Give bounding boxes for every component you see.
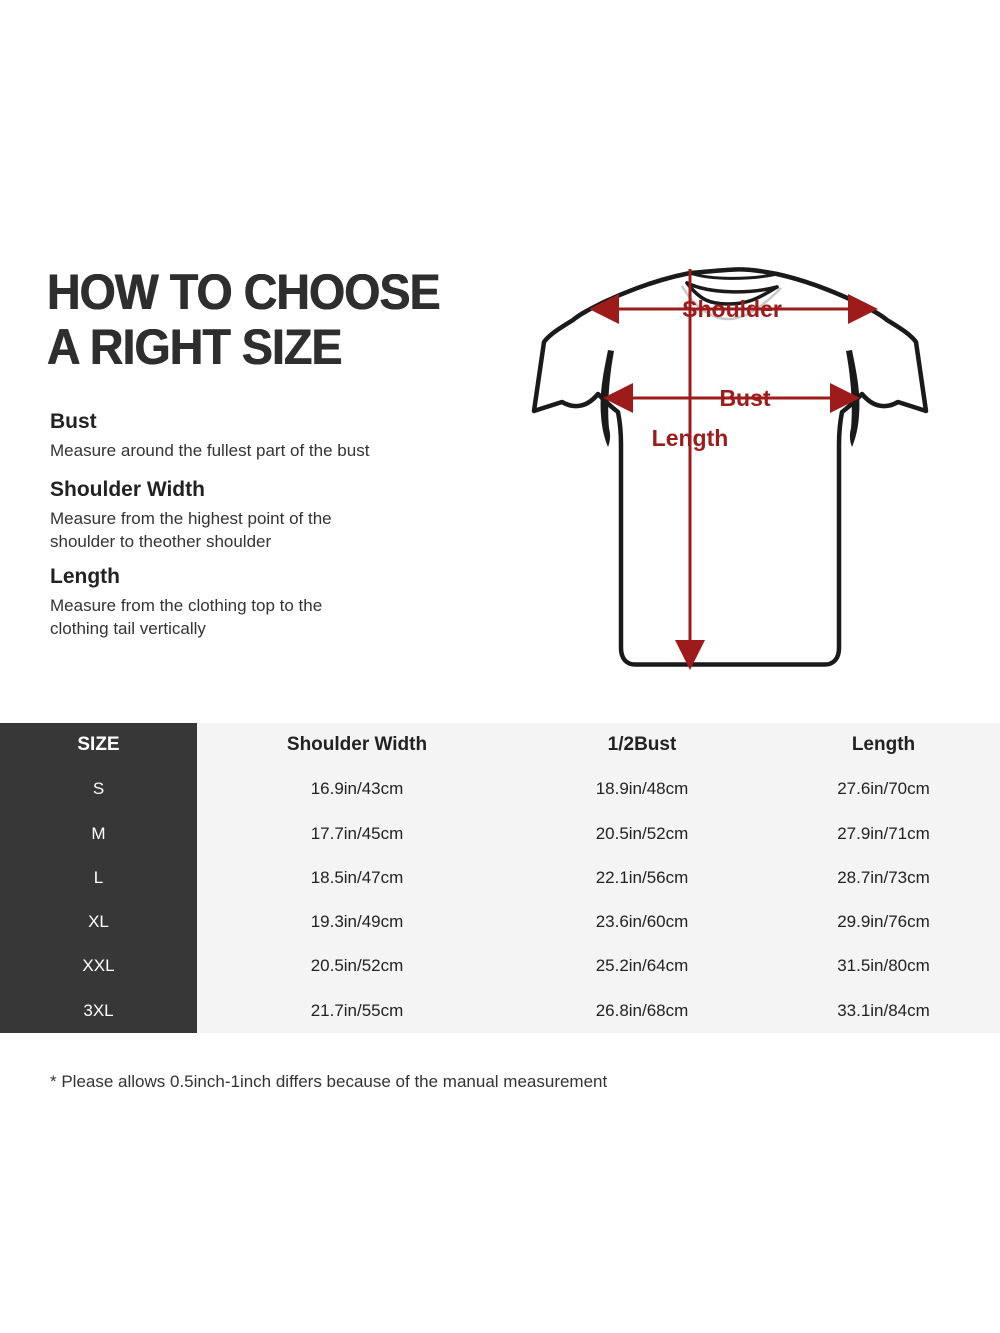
svg-text:Shoulder: Shoulder [682,296,782,322]
svg-text:Bust: Bust [719,385,770,411]
svg-text:Length: Length [652,425,729,451]
